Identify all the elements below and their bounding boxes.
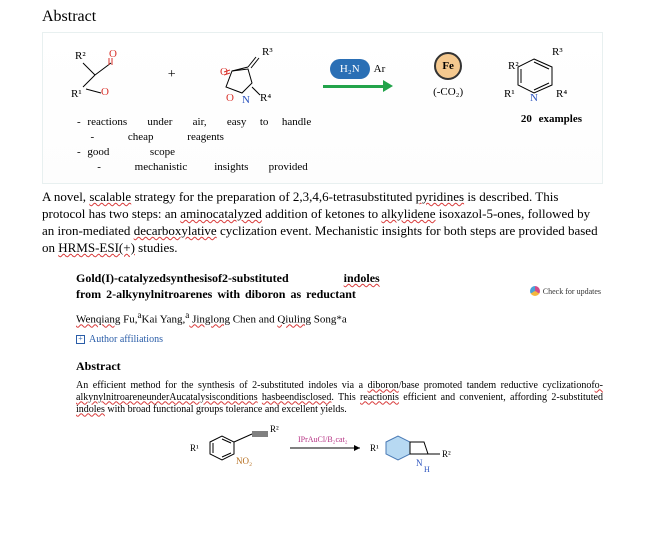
s-no2: NO₂ — [236, 456, 252, 466]
s-n: N — [416, 458, 423, 468]
fe-circle-icon: Fe — [434, 52, 462, 80]
amine-capsule: H₂N — [330, 59, 370, 79]
author: Song*a — [311, 314, 347, 326]
molecule-isoxazolone: R³ O O N R⁴ — [212, 45, 282, 105]
title-part: Gold(I)-catalyzedsynthesisof2-substitute… — [76, 271, 289, 285]
reaction-bullets: - reactions under air, easy to handle - … — [51, 111, 594, 175]
abstract-2-heading: Abstract — [76, 359, 603, 374]
bullet-line: - mechanistic insights provided — [77, 160, 594, 175]
pr-r4: R⁴ — [556, 88, 567, 100]
tw: reactionis — [360, 392, 399, 403]
author-wavy: Wenqiang — [76, 314, 120, 326]
author-affiliations-toggle[interactable]: + Author affiliations — [76, 334, 603, 345]
tw: indoles — [76, 404, 105, 415]
molecule-ketone: R² O R¹ O — [71, 45, 131, 105]
abstract-2-paragraph: An efficient method for the synthesis of… — [76, 380, 603, 416]
reaction-diagram: R² O R¹ O + R³ O O — [42, 32, 603, 184]
tw: diboron — [368, 380, 399, 391]
text-wavy: aminocatalyzed — [180, 206, 262, 221]
abstract-paragraph-1: A novel, scalable strategy for the prepa… — [42, 188, 603, 256]
co2-label: (-CO₂) — [433, 86, 463, 98]
check-updates-link[interactable]: Check for updates — [530, 286, 601, 296]
pr-r1: R¹ — [504, 88, 515, 100]
text-wavy: pyridines — [416, 189, 464, 204]
pr-n: N — [530, 92, 538, 104]
label-r3: R³ — [262, 46, 273, 58]
title-part-wavy: indoles — [344, 271, 380, 285]
reaction-arrow-group: H₂N Ar — [323, 59, 393, 91]
t: with broad functional groups tolerance a… — [105, 404, 347, 415]
updates-icon — [530, 286, 540, 296]
s-r2b: R² — [442, 449, 451, 459]
label-o2: O — [101, 86, 109, 98]
label-r4: R⁴ — [260, 92, 271, 104]
bullet-line: - good scope — [77, 145, 594, 160]
diagram-top-row: R² O R¹ O + R³ O O — [51, 39, 594, 111]
text: addition of ketones to — [262, 206, 382, 221]
bullet-line: - reactions under air, easy to handle — [77, 115, 594, 130]
author-wavy: Jinglong — [189, 314, 230, 326]
updates-text: Check for updates — [543, 287, 601, 296]
examples-count: 20 examples — [521, 113, 582, 125]
expand-icon: + — [76, 335, 85, 344]
s-cat: IPrAuCl/B₂cat₂ — [298, 435, 348, 444]
bottom-reaction-scheme: R¹ R² NO₂ IPrAuCl/B₂cat₂ R¹ R² N H — [76, 424, 603, 482]
label-r1: R¹ — [71, 88, 82, 100]
t: . This — [331, 392, 360, 403]
t: An efficient method for the synthesis of… — [76, 380, 368, 391]
s-nh: H — [424, 465, 430, 474]
label-o: O — [109, 48, 117, 60]
molecule-pyridine: R³ R² R¹ N R⁴ — [504, 45, 574, 105]
s-r2: R² — [270, 424, 279, 434]
author-wavy: Qiuling — [277, 314, 311, 326]
article-2-title: Gold(I)-catalyzedsynthesisof2-substitute… — [76, 270, 603, 302]
article-2-block: Gold(I)-catalyzedsynthesisof2-substitute… — [76, 270, 603, 482]
label-o4: O — [226, 92, 234, 104]
affil-text: Author affiliations — [89, 334, 163, 345]
s-r1: R¹ — [190, 443, 199, 453]
text: A novel, — [42, 189, 89, 204]
label-r2: R² — [75, 50, 86, 62]
abstract-heading: Abstract — [0, 0, 645, 32]
fe-group: Fe (-CO₂) — [433, 52, 463, 98]
plus-sign: + — [168, 67, 176, 83]
text-wavy: scalable — [89, 189, 131, 204]
text: strategy for the preparation of 2,3,4,6-… — [131, 189, 415, 204]
label-n: N — [242, 94, 250, 106]
t: efficient and convenient, affording 2-su… — [399, 392, 603, 403]
author: Chen and — [230, 314, 277, 326]
authors-line: Wenqiang Fu,aKai Yang,a Jinglong Chen an… — [76, 310, 603, 326]
tw: hasbeendisclosed — [262, 392, 331, 403]
title-part: from 2-alkynylnitroarenes with diboron a… — [76, 287, 356, 301]
author: Kai Yang, — [142, 314, 186, 326]
green-arrow-icon — [323, 81, 393, 91]
text-wavy: decarboxylative — [134, 223, 217, 238]
ar-label: Ar — [374, 63, 386, 75]
text: studies. — [135, 240, 178, 255]
s-r1b: R¹ — [370, 443, 379, 453]
pr-r3: R³ — [552, 46, 563, 58]
t: /base promoted tandem reductive cyclizat… — [399, 380, 595, 391]
author: Fu, — [120, 314, 137, 326]
text-wavy: HRMS-ESI(+) — [58, 240, 135, 255]
bullet-line: - cheap reagents — [77, 130, 594, 145]
text-wavy: alkylidene — [381, 206, 435, 221]
